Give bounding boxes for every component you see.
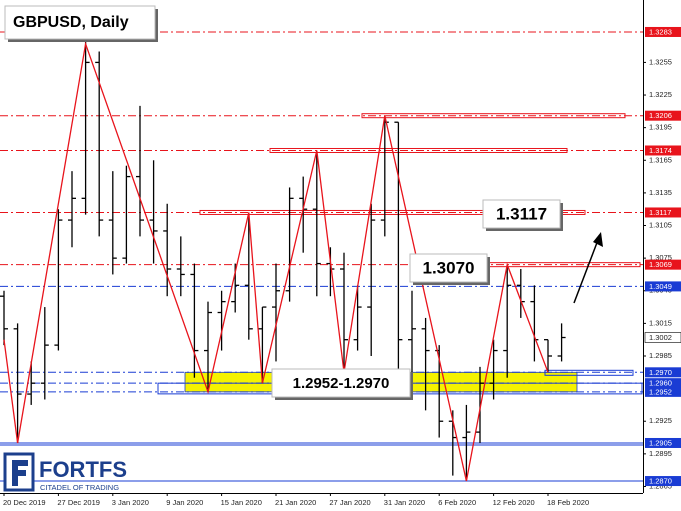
level-segment: [199, 209, 586, 215]
price-label-box: [645, 207, 681, 218]
x-tick-label: 9 Jan 2020: [166, 498, 203, 507]
annotation: 1.2952-1.2970: [293, 375, 390, 392]
price-label: 1.2952: [649, 387, 672, 396]
price-label: 1.3174: [649, 146, 672, 155]
y-tick-label: 1.3015: [649, 318, 672, 327]
x-tick-label: 21 Jan 2020: [275, 498, 316, 507]
x-tick-label: 18 Feb 2020: [547, 498, 589, 507]
y-tick-label: 1.3075: [649, 253, 672, 262]
zigzag-line: [3, 41, 549, 482]
y-tick-label: 1.3165: [649, 155, 672, 164]
price-label-box: [645, 437, 681, 448]
price-label: 1.2970: [649, 368, 672, 377]
annotation-box: [271, 368, 411, 398]
x-tick-label: 3 Jan 2020: [112, 498, 149, 507]
price-label-box: [645, 26, 681, 37]
price-label-box: [645, 367, 681, 378]
x-tick-label: 27 Jan 2020: [329, 498, 370, 507]
price-label: 1.3069: [649, 260, 672, 269]
x-tick-label: 15 Jan 2020: [221, 498, 262, 507]
annotation: 1.3117: [496, 204, 547, 223]
x-tick-label: 6 Feb 2020: [438, 498, 476, 507]
y-tick-label: 1.3255: [649, 57, 672, 66]
y-tick-label: 1.3195: [649, 123, 672, 132]
price-label: 1.2905: [649, 438, 672, 447]
arrow: [573, 232, 603, 304]
logo: FORTFS CITADEL OF TRADING: [3, 452, 127, 492]
title-box: GBPUSD, Daily: [4, 5, 158, 42]
annotation-box: [409, 253, 488, 283]
x-tick-label: 12 Feb 2020: [493, 498, 535, 507]
price-label-box: [645, 281, 681, 292]
x-tick-label: 20 Dec 2019: [3, 498, 46, 507]
annotation-box: [482, 199, 561, 229]
chart-title: GBPUSD, Daily: [13, 14, 129, 31]
price-label: 1.3049: [649, 282, 672, 291]
y-tick-label: 1.3225: [649, 90, 672, 99]
y-tick-label: 1.2925: [649, 416, 672, 425]
y-tick-label: 1.3135: [649, 188, 672, 197]
price-label: 1.3206: [649, 111, 672, 120]
price-label: 1.3283: [649, 27, 672, 36]
price-label: 1.2960: [649, 379, 672, 388]
last-price-box: [644, 332, 681, 343]
y-tick-label: 1.2895: [649, 449, 672, 458]
last-price-label: 1.3002: [649, 333, 672, 342]
price-label-box: [645, 259, 681, 270]
x-tick-label: 31 Jan 2020: [384, 498, 425, 507]
y-tick-label: 1.2985: [649, 351, 672, 360]
price-label-box: [645, 386, 681, 397]
annotation: 1.3070: [423, 258, 475, 277]
logo-name: FORTFS: [39, 457, 127, 482]
logo-tagline: CITADEL OF TRADING: [40, 483, 119, 492]
price-label-box: [645, 476, 681, 487]
level-segment: [269, 147, 568, 153]
y-tick-label: 1.3105: [649, 220, 672, 229]
level-segment: [361, 113, 626, 119]
price-label: 1.3117: [649, 208, 671, 217]
price-label-box: [645, 145, 681, 156]
price-label-box: [645, 378, 681, 389]
price-label: 1.2870: [649, 477, 672, 486]
price-label-box: [645, 110, 681, 121]
x-tick-label: 27 Dec 2019: [57, 498, 100, 507]
